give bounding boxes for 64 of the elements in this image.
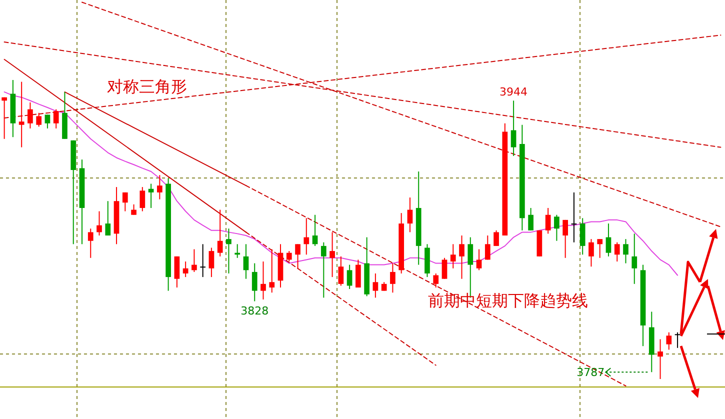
candlestick xyxy=(510,100,516,156)
candlestick xyxy=(156,174,162,200)
candlestick xyxy=(346,264,352,290)
annotation: 3787 xyxy=(576,366,605,380)
candlestick xyxy=(217,209,223,257)
candlestick xyxy=(632,233,638,284)
candlestick xyxy=(606,223,612,257)
candlestick xyxy=(545,207,551,234)
candlestick xyxy=(562,219,568,258)
candlestick xyxy=(459,234,464,280)
candlestick xyxy=(356,259,361,288)
candlestick xyxy=(494,230,499,246)
candlestick xyxy=(588,238,594,268)
candlestick xyxy=(192,248,197,272)
candlestick xyxy=(666,332,672,350)
candlestick xyxy=(18,81,24,148)
candlestick xyxy=(442,257,448,280)
candlestick xyxy=(571,192,577,243)
candlestick xyxy=(174,256,180,288)
candlestick xyxy=(433,272,439,288)
candlestick xyxy=(614,242,620,262)
candlestick xyxy=(269,248,275,294)
candlestick xyxy=(131,204,136,216)
candlestick xyxy=(122,192,128,212)
candlestick xyxy=(28,102,33,129)
candlestick xyxy=(597,238,603,258)
candlestick xyxy=(338,256,344,286)
candlestick xyxy=(286,250,292,262)
candlestick xyxy=(105,200,111,236)
candlestick xyxy=(88,228,94,258)
candlestick xyxy=(260,260,266,300)
candlestick xyxy=(320,242,326,298)
candlestick xyxy=(312,214,318,246)
candlestick xyxy=(182,260,188,278)
candlestick xyxy=(252,262,258,302)
candlestick xyxy=(243,244,249,280)
candlestick xyxy=(674,332,680,348)
candlestick xyxy=(200,244,206,278)
annotation: 3828 xyxy=(240,304,269,318)
candlestick xyxy=(554,214,560,242)
candlestick xyxy=(96,210,102,236)
annotation: 3944 xyxy=(500,86,528,99)
candlestick xyxy=(53,108,59,129)
candlestick xyxy=(658,338,663,380)
candlestick xyxy=(304,218,310,256)
candlestick xyxy=(390,262,396,294)
candlestick xyxy=(450,244,456,269)
candlestick xyxy=(580,218,586,256)
candlestick xyxy=(476,248,482,271)
candlestick xyxy=(623,238,628,264)
candlestick xyxy=(330,232,335,278)
annotation: 对称三角形 xyxy=(107,77,187,96)
candlestick xyxy=(148,183,154,208)
candlestick xyxy=(528,207,534,231)
candlestick xyxy=(295,244,300,269)
candlestick xyxy=(208,247,214,278)
candlestick xyxy=(372,272,378,298)
candlestick xyxy=(484,234,490,260)
candlestick xyxy=(140,186,146,212)
candlestick xyxy=(226,228,232,274)
candlestick xyxy=(36,112,42,128)
candlestick xyxy=(44,114,50,129)
candlestick xyxy=(407,197,413,233)
candlestick xyxy=(2,96,7,140)
